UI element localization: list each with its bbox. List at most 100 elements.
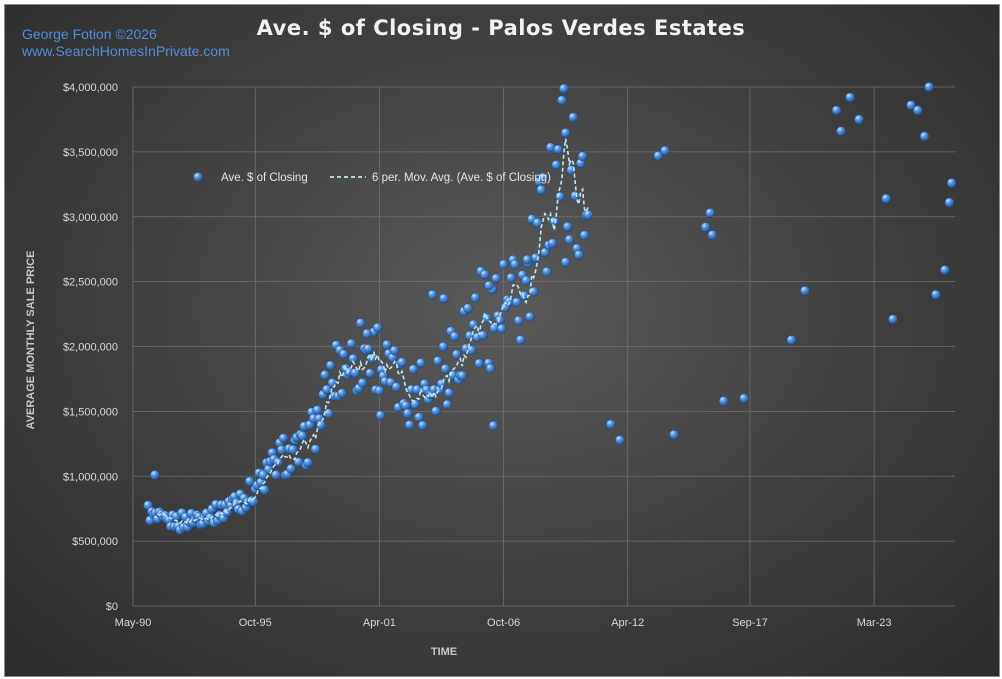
data-point xyxy=(320,369,330,380)
data-point xyxy=(660,145,670,156)
data-point xyxy=(451,349,462,360)
data-point xyxy=(800,285,810,296)
data-point xyxy=(457,370,467,381)
data-point xyxy=(491,273,501,284)
data-point xyxy=(615,435,625,445)
data-point xyxy=(496,323,507,334)
data-point xyxy=(485,363,496,374)
data-point xyxy=(338,349,349,359)
data-point xyxy=(558,83,569,94)
data-point xyxy=(705,208,715,218)
data-point xyxy=(427,289,438,300)
x-tick-label: Oct-95 xyxy=(239,617,272,629)
data-point xyxy=(669,429,679,440)
scatter-series xyxy=(143,82,957,535)
data-point xyxy=(323,408,334,419)
y-tick-label: $0 xyxy=(106,601,118,613)
data-point xyxy=(494,315,505,325)
data-point xyxy=(310,444,321,454)
data-point xyxy=(372,322,383,333)
data-point xyxy=(150,470,160,480)
y-tick-label: $4,000,000 xyxy=(63,82,118,94)
data-point xyxy=(924,82,934,92)
data-point xyxy=(414,412,424,422)
data-point xyxy=(363,343,373,354)
data-point xyxy=(944,197,955,208)
y-axis-title: AVERAGE MONTHLY SALE PRICE xyxy=(25,251,37,430)
data-point xyxy=(831,105,842,116)
data-point xyxy=(513,315,524,326)
data-point xyxy=(463,303,473,313)
data-point xyxy=(408,364,419,375)
data-point xyxy=(278,433,289,443)
legend-label-moving-average: 6 per. Mov. Avg. (Ave. $ of Closing) xyxy=(372,172,551,184)
data-point xyxy=(579,230,590,241)
y-tick-label: $1,000,000 xyxy=(63,471,118,483)
chart-background xyxy=(4,4,1000,677)
data-point xyxy=(906,100,916,110)
data-point xyxy=(707,230,718,240)
data-point xyxy=(836,126,846,136)
data-point xyxy=(259,485,270,495)
gridlines xyxy=(132,86,955,607)
data-point xyxy=(325,360,336,371)
data-point xyxy=(288,444,298,455)
x-tick-label: Apr-12 xyxy=(611,617,644,629)
y-tick-label: $2,500,000 xyxy=(63,277,118,289)
credit-author: George Fotion ©2026 xyxy=(22,26,157,42)
data-point xyxy=(700,222,711,232)
y-tick-label: $3,000,000 xyxy=(63,212,118,224)
data-point xyxy=(402,408,413,419)
data-point xyxy=(564,234,575,245)
data-point xyxy=(389,345,400,356)
data-point xyxy=(553,144,563,155)
data-point xyxy=(479,269,490,280)
data-point xyxy=(577,151,588,161)
data-point xyxy=(718,396,729,406)
y-tick-label: $3,500,000 xyxy=(63,147,118,159)
data-point xyxy=(538,172,548,183)
data-point xyxy=(653,150,663,161)
data-point xyxy=(431,406,441,416)
data-point xyxy=(410,399,420,410)
data-point xyxy=(557,95,567,106)
data-point xyxy=(522,254,533,265)
data-point xyxy=(940,265,950,275)
data-point xyxy=(739,393,749,404)
data-point xyxy=(404,420,415,430)
data-point xyxy=(605,419,616,430)
data-point xyxy=(532,217,543,228)
data-point xyxy=(888,314,898,325)
legend-label-points: Ave. $ of Closing xyxy=(221,172,308,184)
x-axis-ticks: May-90 Oct-95 Apr-01 Oct-06 Apr-12 Sep-17 Mar-… xyxy=(115,617,892,629)
legend-marker-points xyxy=(193,172,203,182)
data-point xyxy=(931,289,941,300)
x-axis-title: TIME xyxy=(431,646,457,658)
y-tick-label: $1,500,000 xyxy=(63,406,118,418)
data-point xyxy=(415,358,426,368)
data-point xyxy=(525,311,535,322)
data-point xyxy=(562,221,573,232)
data-point xyxy=(555,191,565,202)
x-tick-label: Mar-23 xyxy=(857,617,892,629)
data-point xyxy=(440,363,451,374)
data-point xyxy=(536,184,546,195)
data-point xyxy=(297,430,308,441)
data-point xyxy=(303,457,313,468)
x-tick-label: Apr-01 xyxy=(363,617,396,629)
data-point xyxy=(560,257,571,267)
data-point xyxy=(786,335,797,345)
data-point xyxy=(484,280,494,291)
data-point xyxy=(312,405,323,415)
data-point xyxy=(912,105,923,116)
data-point xyxy=(336,388,347,399)
data-point xyxy=(442,399,452,410)
data-point xyxy=(417,420,428,431)
legend: Ave. $ of Closing 6 per. Mov. Avg. (Ave.… xyxy=(193,172,551,184)
data-point xyxy=(365,368,375,378)
data-point xyxy=(506,272,516,283)
data-point xyxy=(374,385,385,396)
data-point xyxy=(583,209,594,220)
data-point xyxy=(521,275,531,286)
